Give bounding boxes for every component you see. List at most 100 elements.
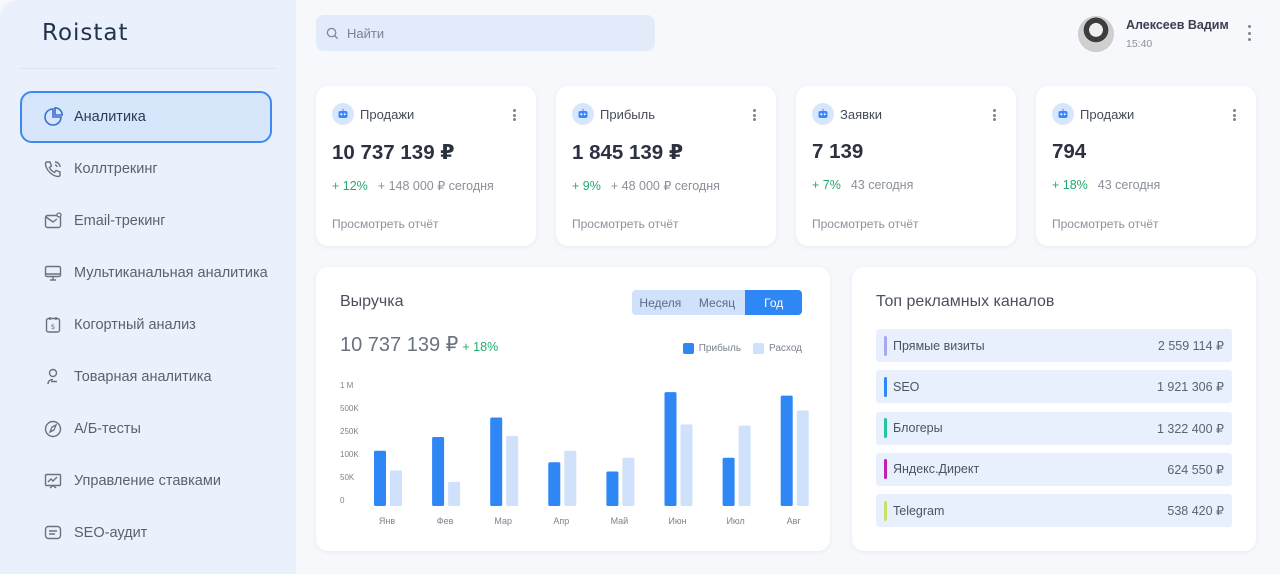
channel-amount: 2 559 114 ₽ [1157,339,1224,353]
bar-expense [622,457,635,506]
search-input[interactable] [347,25,627,41]
pie-chart-icon [42,106,64,128]
channels-title: Топ рекламных каналов [876,293,1055,310]
sidebar-item-label: Email-трекинг [74,213,166,229]
robot-icon [572,103,594,125]
channel-name: Блогеры [893,421,943,436]
bar-profit [432,437,445,506]
avatar[interactable] [1078,16,1114,52]
channel-color-bar [884,335,887,356]
period-switcher: Неделя Месяц Год [632,290,802,315]
card-menu-icon[interactable] [992,109,996,121]
card-change: + 18% [1052,178,1088,192]
stat-card: Заявки 7 139 + 7% 43 сегодня Просмотреть отч… [796,86,1016,246]
sidebar-item-4[interactable]: $ Когортный анализ [20,299,272,351]
y-tick-label: 250K [340,427,359,436]
legend-expense: Расход [753,343,802,354]
logo-text: Roistat [42,20,129,46]
sidebar: Roistat Аналитика Коллтрекинг Email-трекин… [0,0,296,574]
chat-icon [42,522,64,544]
sidebar-item-label: Коллтрекинг [74,161,158,177]
card-header: Продажи [332,103,414,125]
channel-row[interactable]: Прямые визиты 2 559 114 ₽ [876,329,1232,362]
view-report-link[interactable]: Просмотреть отчёт [1052,217,1159,231]
card-change: + 9% [572,179,601,193]
x-tick-label: Июн [668,516,686,526]
robot-icon [1052,103,1074,125]
monitor-icon [42,262,64,284]
card-menu-icon[interactable] [752,109,756,121]
bar-profit [548,462,561,506]
user-menu-icon[interactable] [1243,25,1255,41]
revenue-chart: 0 50K 100K 250K 500K 1 М Янв Фев Мар Апр Май Июн Июл… [340,381,809,526]
x-tick-label: Июл [726,516,744,526]
x-tick-label: Апр [553,516,569,526]
sidebar-item-label: А/Б-тесты [74,421,141,437]
revenue-title: Выручка [340,293,404,310]
sidebar-item-8[interactable]: SEO-аудит [20,507,272,559]
channels-list: Прямые визиты 2 559 114 ₽ SEO 1 921 306 ₽ Бл… [876,329,1232,535]
sidebar-item-5[interactable]: Товарная аналитика [20,351,272,403]
channel-amount: 1 322 400 ₽ [1156,421,1224,436]
legend-expense-swatch [753,343,765,354]
user-time: 15:40 [1126,38,1153,50]
x-tick-label: Авг [787,516,802,526]
sidebar-item-3[interactable]: Мультиканальная аналитика [20,247,272,299]
y-tick-label: 500K [340,404,359,413]
period-tab-1[interactable]: Месяц [698,295,736,310]
chart-legend: Прибыль Расход [671,343,802,354]
user-icon [42,366,64,388]
y-tick-label: 0 [340,496,345,505]
stat-card: Продажи 10 737 139 ₽ + 12% + 148 000 ₽ сего… [316,86,536,246]
card-menu-icon[interactable] [512,109,516,121]
sidebar-item-7[interactable]: Управление ставками [20,455,272,507]
x-tick-label: Май [611,516,629,526]
card-today: 43 сегодня [850,178,914,192]
search-bar[interactable] [316,15,655,51]
card-value: 794 [1052,140,1087,163]
card-value: 1 845 139 ₽ [572,141,684,164]
channel-color-bar [884,500,887,521]
bar-profit [664,392,677,506]
card-menu-icon[interactable] [1232,109,1236,121]
channel-row[interactable]: Telegram 538 420 ₽ [876,494,1232,528]
channel-row[interactable]: SEO 1 921 306 ₽ [876,370,1232,404]
stat-card: Продажи 794 + 18% 43 сегодня Просмотреть отч… [1036,86,1256,246]
channel-name: Яндекс.Директ [893,462,980,477]
compass-icon [42,418,64,440]
channel-amount: 1 921 306 ₽ [1156,380,1224,395]
search-icon [326,27,339,39]
card-title: Продажи [1080,106,1135,122]
logo[interactable]: Roistat [42,20,129,46]
revenue-panel: 0 50K 100K 250K 500K 1 М Янв Фев Мар Апр Май Июн Июл… [316,267,830,551]
bar-expense [448,481,461,506]
robot-icon [812,103,834,125]
sidebar-item-label: Аналитика [74,109,146,125]
sidebar-item-6[interactable]: А/Б-тесты [20,403,272,455]
channel-row[interactable]: Блогеры 1 322 400 ₽ [876,411,1232,445]
robot-icon [332,103,354,125]
period-tab-0[interactable]: Неделя [639,295,682,310]
y-tick-label: 100K [340,450,359,459]
channel-amount: 538 420 ₽ [1167,504,1224,519]
bar-profit [780,395,793,506]
sidebar-item-label: Товарная аналитика [74,369,212,385]
card-header: Продажи [1052,103,1134,125]
bar-expense [796,410,809,506]
view-report-link[interactable]: Просмотреть отчёт [812,217,919,231]
legend-profit-swatch [682,343,694,354]
card-title: Продажи [360,106,415,122]
view-report-link[interactable]: Просмотреть отчёт [572,217,679,231]
x-tick-label: Мар [494,516,512,526]
sidebar-item-1[interactable]: Коллтрекинг [20,143,272,195]
channels-panel: Топ рекламных каналов Прямые визиты 2 559… [852,267,1256,551]
bar-expense [506,435,519,506]
sidebar-item-0[interactable]: Аналитика [20,91,272,143]
user-profile[interactable]: Алексеев Вадим 15:40 [1078,16,1229,52]
revenue-total: 10 737 139 ₽ + 18% [340,332,498,357]
sidebar-item-2[interactable]: Email-трекинг [20,195,272,247]
card-delta: + 7% 43 сегодня [812,178,913,192]
channel-row[interactable]: Яндекс.Директ 624 550 ₽ [876,452,1232,486]
view-report-link[interactable]: Просмотреть отчёт [332,217,439,231]
period-tab-2[interactable]: Год [745,290,802,315]
